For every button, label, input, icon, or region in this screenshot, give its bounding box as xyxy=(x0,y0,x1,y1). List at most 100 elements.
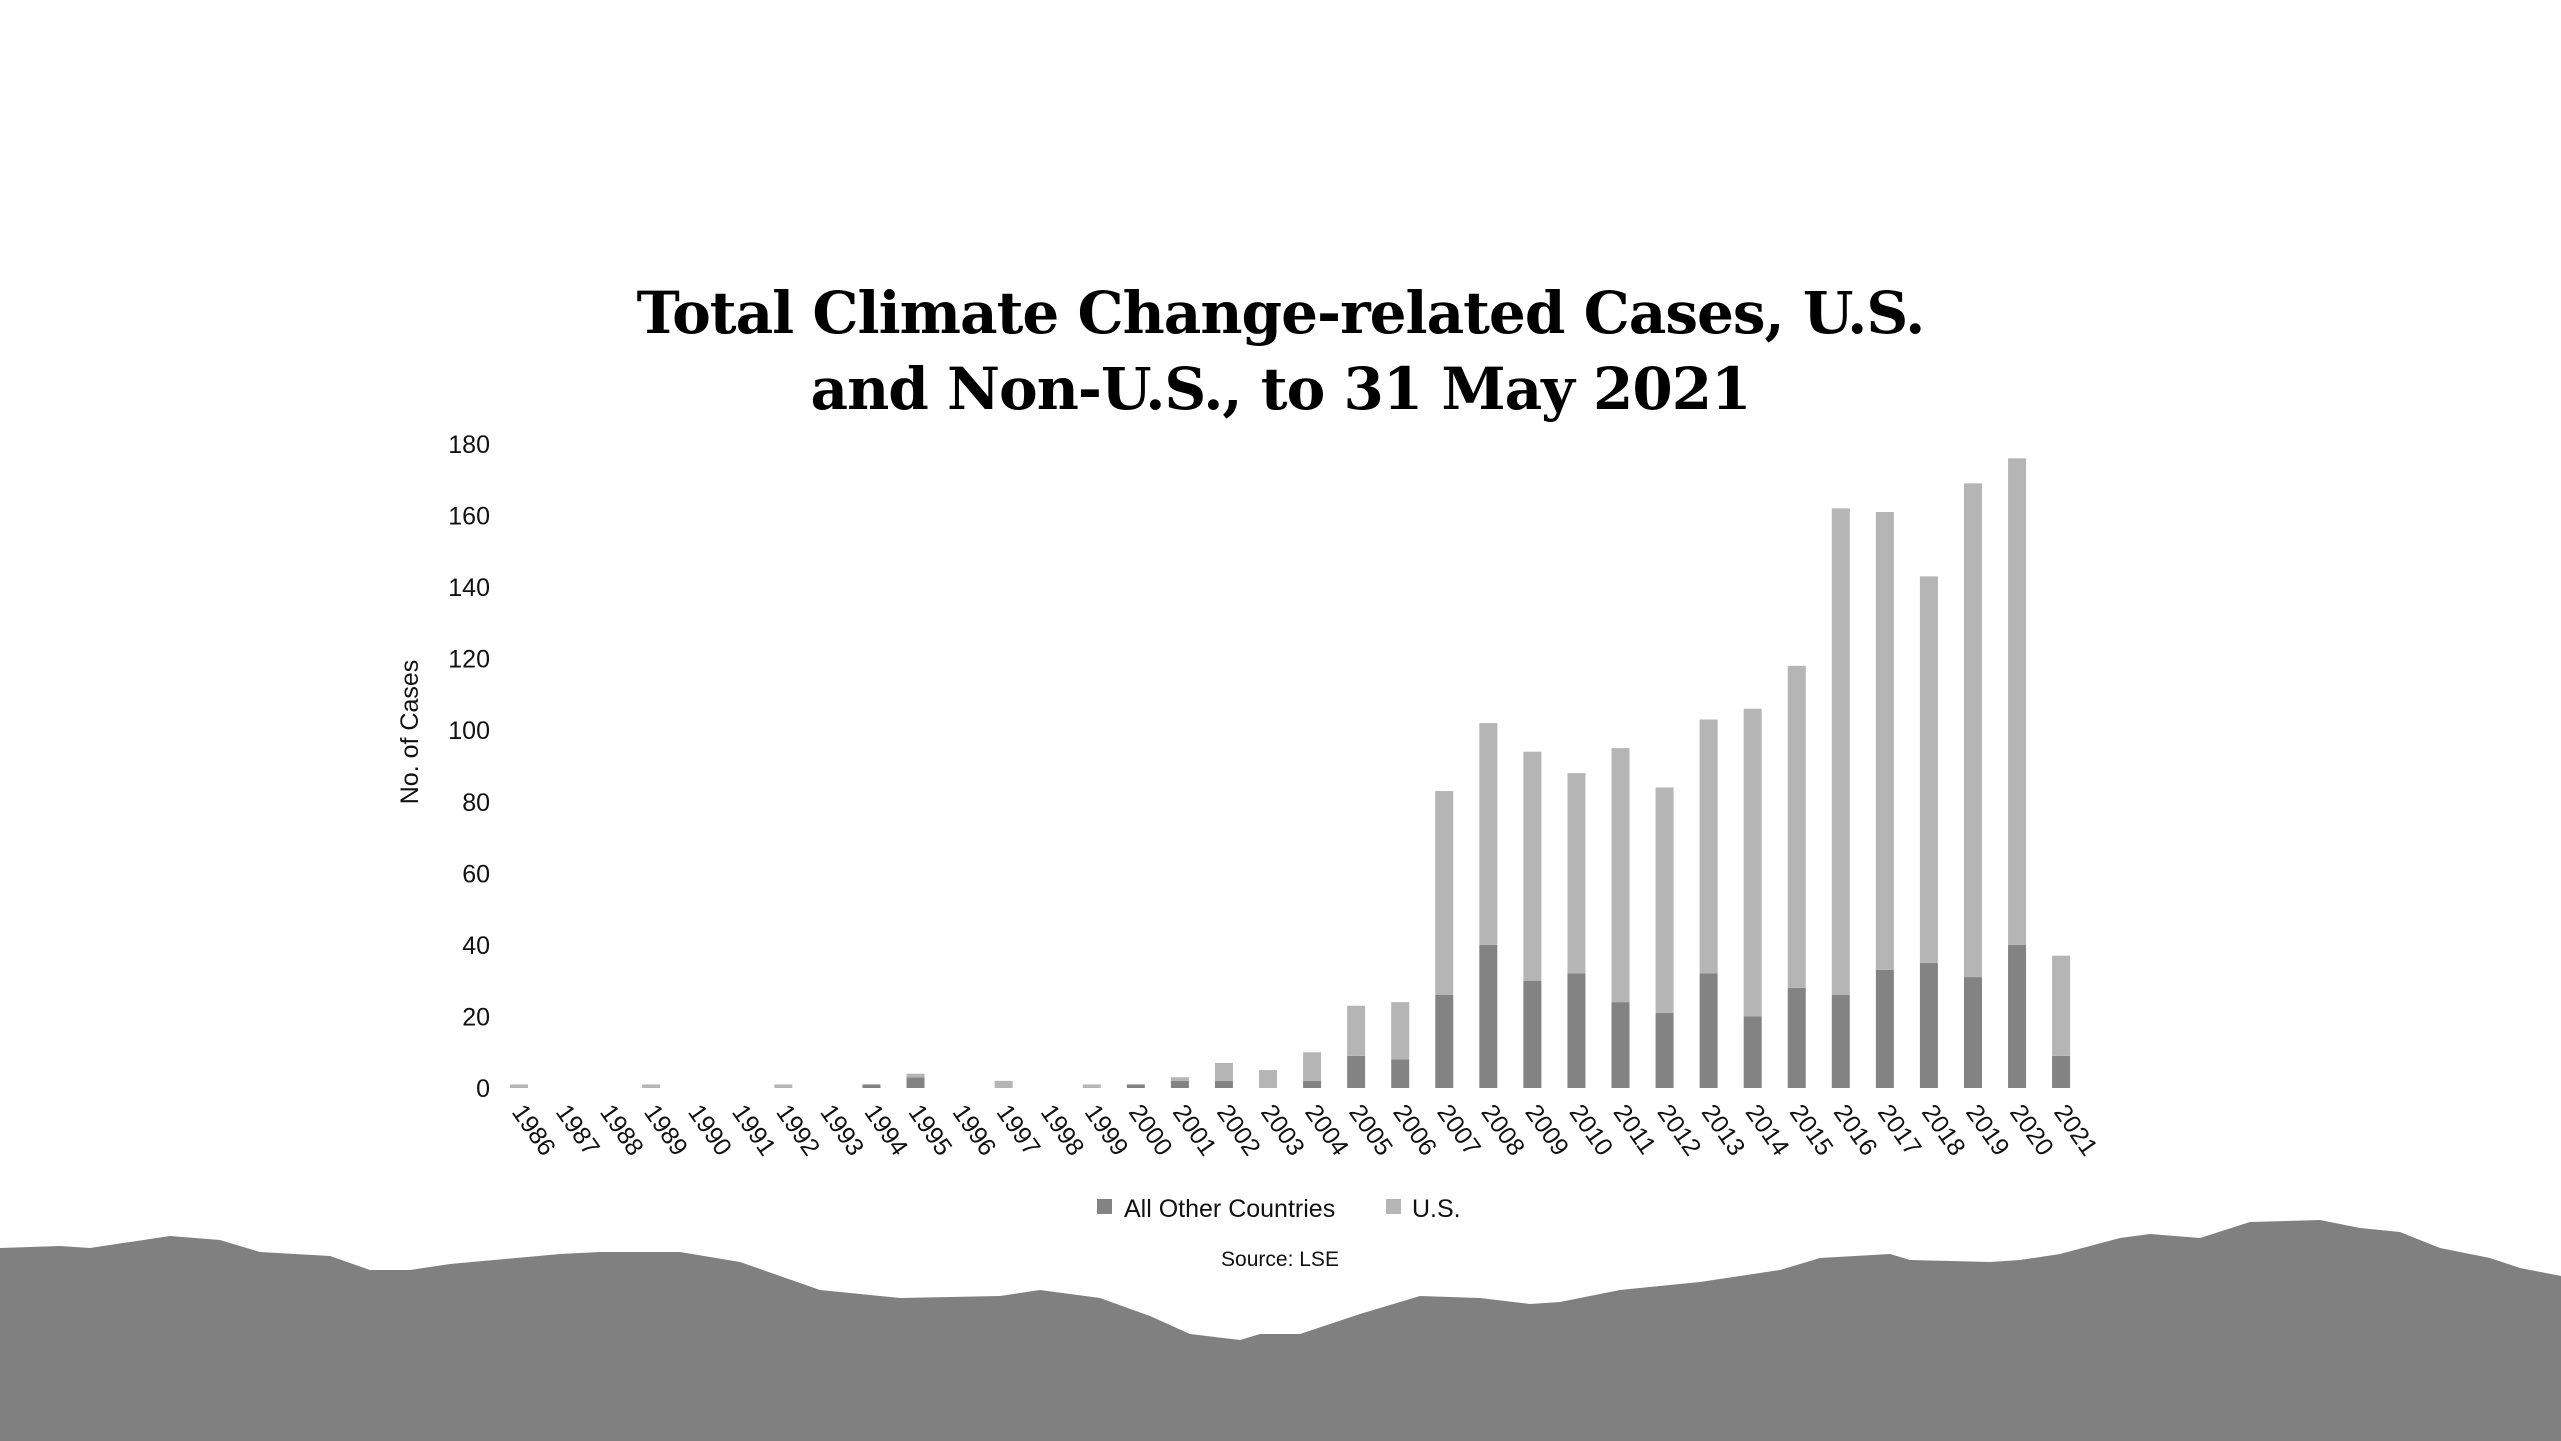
bar-other-2008 xyxy=(1479,944,1498,1088)
bar-other-2000 xyxy=(1126,1084,1145,1088)
x-tick-label: 2004 xyxy=(1299,1099,1354,1161)
bar-us-2020 xyxy=(2008,458,2027,945)
x-tick-label: 1986 xyxy=(506,1099,561,1161)
source-note: Source: LSE xyxy=(1221,1248,1339,1271)
bar-other-1995 xyxy=(906,1077,925,1088)
x-tick-label: 1987 xyxy=(550,1099,605,1161)
y-axis-label: No. of Cases xyxy=(396,660,424,805)
bar-us-1999 xyxy=(1082,1084,1101,1088)
x-tick-label: 2002 xyxy=(1211,1099,1266,1161)
bar-other-2001 xyxy=(1170,1080,1189,1088)
chart-title: Total Climate Change-related Cases, U.S.… xyxy=(0,275,2561,427)
bar-us-2003 xyxy=(1259,1070,1278,1088)
bar-us-2011 xyxy=(1611,748,1630,1003)
bar-us-2013 xyxy=(1699,719,1718,974)
bar-us-1995 xyxy=(906,1073,925,1078)
bar-other-2015 xyxy=(1787,987,1806,1088)
bar-us-2015 xyxy=(1787,665,1806,988)
x-tick-label: 2017 xyxy=(1872,1099,1927,1161)
bar-other-2005 xyxy=(1347,1055,1366,1088)
y-tick-label: 60 xyxy=(462,860,490,888)
x-tick-label: 1988 xyxy=(594,1099,649,1161)
bar-other-2002 xyxy=(1214,1080,1233,1088)
bar-us-2014 xyxy=(1743,708,1762,1017)
x-tick-label: 2011 xyxy=(1608,1099,1662,1159)
bar-us-2009 xyxy=(1523,751,1542,981)
chart-title-line-1: Total Climate Change-related Cases, U.S. xyxy=(636,279,1926,347)
x-tick-label: 2013 xyxy=(1696,1099,1751,1161)
x-tick-label: 2014 xyxy=(1740,1099,1795,1161)
x-tick-label: 1994 xyxy=(859,1099,914,1161)
x-tick-label: 1995 xyxy=(903,1099,958,1161)
x-tick-label: 2009 xyxy=(1519,1099,1574,1161)
x-tick-label: 1991 xyxy=(726,1099,781,1161)
bar-other-2019 xyxy=(1963,977,1982,1088)
bar-us-2006 xyxy=(1391,1002,1410,1060)
x-tick-label: 2000 xyxy=(1123,1099,1178,1161)
x-tick-label: 1996 xyxy=(947,1099,1002,1161)
x-tick-label: 2020 xyxy=(2004,1099,2059,1161)
x-tick-label: 2021 xyxy=(2048,1099,2103,1161)
bar-us-1997 xyxy=(994,1080,1013,1088)
x-tick-label: 2007 xyxy=(1431,1099,1486,1161)
x-tick-label: 1998 xyxy=(1035,1099,1090,1161)
bar-us-2001 xyxy=(1170,1077,1189,1081)
x-tick-label: 1989 xyxy=(638,1099,693,1161)
legend-label-us: U.S. xyxy=(1412,1195,1461,1223)
y-tick-label: 40 xyxy=(462,932,490,960)
x-tick-label: 2015 xyxy=(1784,1099,1839,1161)
bar-other-1994 xyxy=(862,1084,881,1088)
bar-other-2017 xyxy=(1875,969,1894,1088)
bar-us-2021 xyxy=(2052,955,2071,1056)
x-tick-label: 2012 xyxy=(1652,1099,1707,1161)
bar-us-2019 xyxy=(1963,483,1982,978)
y-tick-label: 120 xyxy=(448,646,490,674)
y-tick-label: 160 xyxy=(448,503,490,531)
x-tick-label: 2005 xyxy=(1343,1099,1398,1161)
x-tick-label: 1999 xyxy=(1079,1099,1134,1161)
x-tick-label: 2008 xyxy=(1475,1099,1530,1161)
bar-other-2007 xyxy=(1435,994,1454,1088)
x-tick-label: 2019 xyxy=(1960,1099,2015,1161)
y-tick-label: 140 xyxy=(448,574,490,602)
x-tick-label: 2003 xyxy=(1255,1099,1310,1161)
x-tick-label: 1990 xyxy=(682,1099,737,1161)
bar-other-2012 xyxy=(1655,1012,1674,1088)
x-tick-label: 1997 xyxy=(991,1099,1046,1161)
y-tick-label: 20 xyxy=(462,1003,490,1031)
x-tick-label: 2010 xyxy=(1564,1099,1619,1161)
x-tick-label: 2001 xyxy=(1167,1099,1222,1161)
bar-other-2021 xyxy=(2052,1055,2071,1088)
bar-other-2016 xyxy=(1831,994,1850,1088)
y-tick-label: 180 xyxy=(448,431,490,459)
bar-us-1986 xyxy=(510,1084,528,1088)
y-tick-label: 80 xyxy=(462,789,490,817)
x-tick-label: 1993 xyxy=(815,1099,870,1161)
x-tick-label: 2006 xyxy=(1387,1099,1442,1161)
bar-us-1989 xyxy=(642,1084,661,1088)
bar-other-2006 xyxy=(1391,1059,1410,1088)
legend-swatch-us xyxy=(1386,1199,1401,1214)
chart-title-line-2: and Non-U.S., to 31 May 2021 xyxy=(810,355,1752,423)
bar-other-2011 xyxy=(1611,1002,1630,1088)
bar-us-2016 xyxy=(1831,508,1850,995)
legend: All Other Countries U.S. xyxy=(1097,1195,1461,1223)
bar-us-2017 xyxy=(1875,511,1894,970)
bar-us-1992 xyxy=(774,1084,793,1088)
bar-us-2012 xyxy=(1655,787,1674,1013)
bar-us-2008 xyxy=(1479,723,1498,945)
bar-us-2002 xyxy=(1214,1062,1233,1081)
bar-other-2014 xyxy=(1743,1016,1762,1088)
bar-other-2020 xyxy=(2008,944,2027,1088)
bar-us-2010 xyxy=(1567,773,1586,974)
x-tick-label: 2018 xyxy=(1916,1099,1971,1161)
legend-label-other: All Other Countries xyxy=(1124,1195,1335,1223)
bar-other-2010 xyxy=(1567,973,1586,1088)
x-tick-label: 2016 xyxy=(1828,1099,1883,1161)
bar-other-2018 xyxy=(1919,962,1938,1088)
y-tick-label: 100 xyxy=(448,717,490,745)
x-tick-label: 1992 xyxy=(770,1099,825,1161)
bar-us-2005 xyxy=(1347,1005,1366,1056)
ground-silhouette xyxy=(0,1220,2561,1441)
